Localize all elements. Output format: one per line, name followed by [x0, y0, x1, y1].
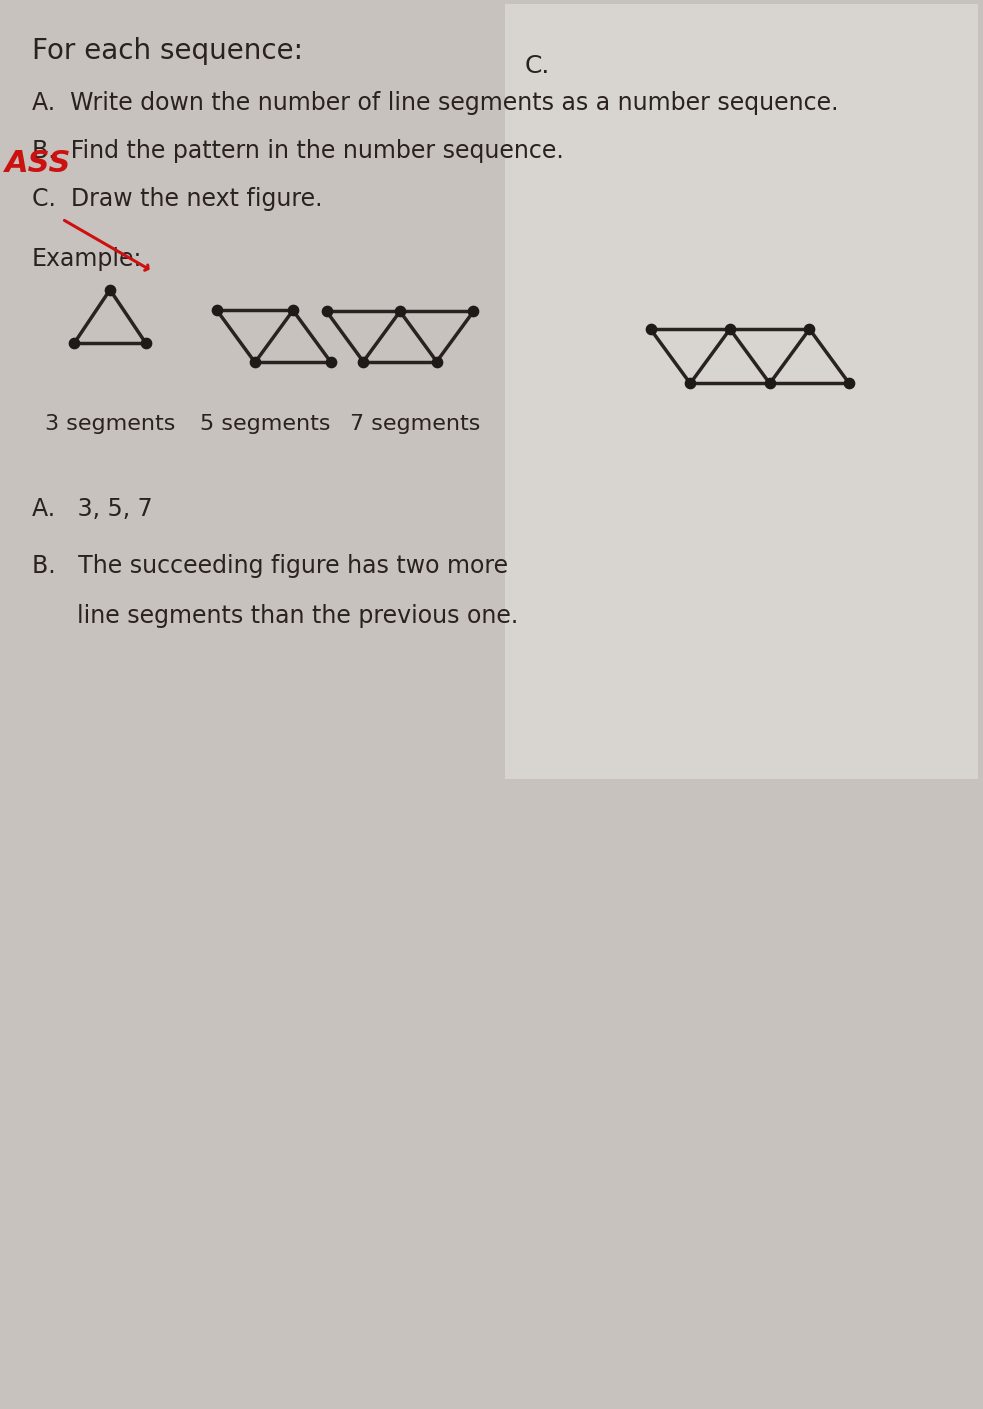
Text: A.   3, 5, 7: A. 3, 5, 7	[32, 497, 152, 521]
FancyBboxPatch shape	[505, 4, 978, 779]
Point	[323, 351, 339, 373]
Point	[466, 300, 482, 323]
Text: C.  Draw the next figure.: C. Draw the next figure.	[32, 187, 322, 211]
Text: 5 segments: 5 segments	[200, 414, 330, 434]
Text: Example:: Example:	[32, 247, 143, 271]
Text: C.: C.	[525, 54, 550, 77]
Point	[392, 300, 408, 323]
Point	[643, 318, 659, 341]
Text: ASS: ASS	[5, 149, 72, 178]
Point	[841, 372, 857, 395]
Point	[285, 299, 301, 321]
Text: 3 segments: 3 segments	[45, 414, 175, 434]
Text: line segments than the previous one.: line segments than the previous one.	[32, 604, 518, 628]
Point	[723, 318, 738, 341]
Point	[138, 331, 153, 354]
Text: 7 segments: 7 segments	[350, 414, 480, 434]
Point	[209, 299, 225, 321]
Point	[429, 351, 444, 373]
Point	[682, 372, 698, 395]
Point	[318, 300, 334, 323]
Text: B.   The succeeding figure has two more: B. The succeeding figure has two more	[32, 554, 508, 578]
Text: A.  Write down the number of line segments as a number sequence.: A. Write down the number of line segment…	[32, 92, 838, 116]
Point	[801, 318, 817, 341]
Point	[356, 351, 372, 373]
Point	[762, 372, 778, 395]
Point	[247, 351, 262, 373]
Text: For each sequence:: For each sequence:	[32, 37, 303, 65]
Point	[102, 279, 118, 302]
Text: B.  Find the pattern in the number sequence.: B. Find the pattern in the number sequen…	[32, 139, 563, 163]
Point	[67, 331, 83, 354]
